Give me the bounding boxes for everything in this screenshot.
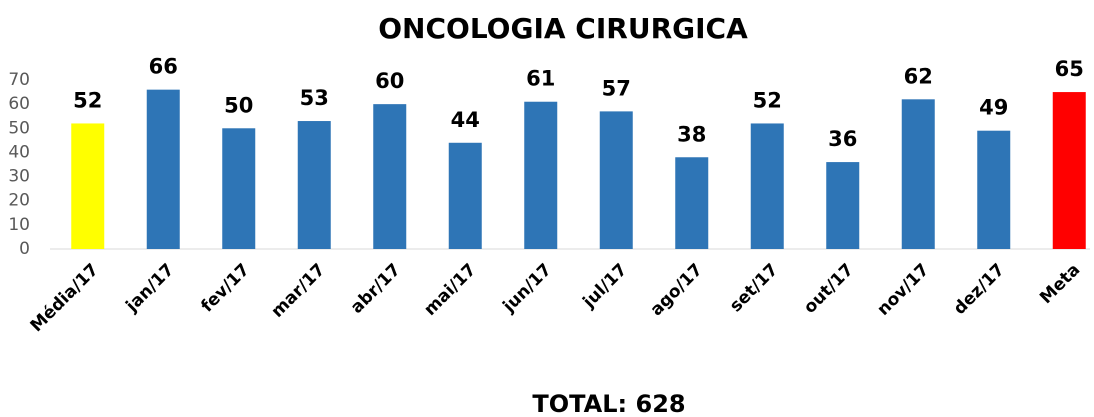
bar xyxy=(977,130,1011,249)
bar xyxy=(599,111,633,249)
value-label: 44 xyxy=(451,108,480,132)
bar xyxy=(901,99,935,249)
x-tick-label: Meta xyxy=(1036,260,1084,308)
x-tick-label: mai/17 xyxy=(420,260,480,320)
bar xyxy=(524,101,558,249)
value-label: 36 xyxy=(828,127,857,151)
value-label: 38 xyxy=(677,122,706,146)
x-tick-label: set/17 xyxy=(726,260,782,316)
bar xyxy=(826,162,860,249)
chart-title: ONCOLOGIA CIRURGICA xyxy=(378,12,748,45)
value-label: 57 xyxy=(602,76,631,100)
bar xyxy=(373,104,407,250)
value-label: 52 xyxy=(73,88,102,112)
x-tick-label: nov/17 xyxy=(873,260,933,320)
value-label: 50 xyxy=(224,93,253,117)
bar xyxy=(71,123,105,249)
bar xyxy=(448,142,482,249)
value-label: 61 xyxy=(526,67,555,91)
value-label: 60 xyxy=(375,69,404,93)
x-tick-label: ago/17 xyxy=(647,260,707,320)
value-label: 52 xyxy=(753,88,782,112)
y-tick-label: 60 xyxy=(8,94,30,114)
value-label: 65 xyxy=(1055,57,1084,81)
x-tick-label: out/17 xyxy=(800,260,858,318)
y-tick-label: 0 xyxy=(19,239,30,259)
value-label: 62 xyxy=(904,64,933,88)
x-tick-label: Média/17 xyxy=(27,260,103,336)
x-tick-label: jan/17 xyxy=(122,260,179,317)
x-tick-label: jun/17 xyxy=(499,260,556,317)
bar xyxy=(750,123,784,249)
bar xyxy=(1052,92,1086,249)
y-tick-label: 70 xyxy=(8,70,30,90)
x-tick-label: dez/17 xyxy=(950,260,1009,319)
y-tick-label: 50 xyxy=(8,118,30,138)
y-tick-label: 20 xyxy=(8,191,30,211)
x-tick-label: jul/17 xyxy=(579,260,632,313)
y-tick-label: 40 xyxy=(8,142,30,162)
y-tick-label: 30 xyxy=(8,167,30,187)
x-tick-label: fev/17 xyxy=(197,260,253,316)
bar xyxy=(146,89,180,250)
bar xyxy=(222,128,256,249)
x-tick-label: mar/17 xyxy=(267,260,329,322)
total-annotation: TOTAL: 628 xyxy=(532,390,685,417)
bar xyxy=(675,157,709,249)
value-label: 49 xyxy=(979,96,1008,120)
bar xyxy=(297,121,331,249)
value-label: 66 xyxy=(149,55,178,79)
y-tick-label: 10 xyxy=(8,215,30,235)
x-tick-label: abr/17 xyxy=(347,260,405,318)
value-label: 53 xyxy=(300,86,329,110)
